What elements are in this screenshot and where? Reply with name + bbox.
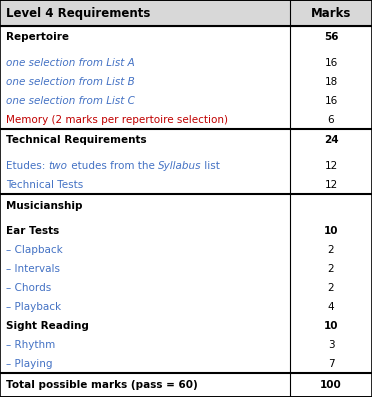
Text: Musicianship: Musicianship [6, 200, 83, 211]
Text: – Rhythm: – Rhythm [6, 340, 55, 350]
Text: 4: 4 [328, 302, 334, 312]
Text: Technical Tests: Technical Tests [6, 180, 83, 190]
Text: 7: 7 [328, 359, 334, 369]
Text: Sight Reading: Sight Reading [6, 321, 89, 331]
Text: Memory (2 marks per repertoire selection): Memory (2 marks per repertoire selection… [6, 115, 228, 125]
Polygon shape [0, 0, 372, 26]
Text: Repertoire: Repertoire [6, 32, 69, 42]
Text: etudes from the: etudes from the [68, 161, 158, 171]
Text: – Intervals: – Intervals [6, 264, 60, 274]
Text: one selection from List C: one selection from List C [6, 96, 135, 106]
Text: 56: 56 [324, 32, 338, 42]
Text: 6: 6 [328, 115, 334, 125]
Text: – Playing: – Playing [6, 359, 52, 369]
Text: one selection from List A: one selection from List A [6, 58, 135, 68]
Text: Etudes:: Etudes: [6, 161, 49, 171]
Text: 18: 18 [324, 77, 338, 87]
Text: Syllabus: Syllabus [158, 161, 201, 171]
Text: – Clapback: – Clapback [6, 245, 63, 255]
Text: 10: 10 [324, 321, 338, 331]
Text: one selection from List B: one selection from List B [6, 77, 135, 87]
Text: Ear Tests: Ear Tests [6, 226, 59, 236]
Text: 2: 2 [328, 264, 334, 274]
Text: – Playback: – Playback [6, 302, 61, 312]
Text: 16: 16 [324, 96, 338, 106]
Text: Level 4 Requirements: Level 4 Requirements [6, 6, 150, 19]
Text: Technical Requirements: Technical Requirements [6, 135, 147, 145]
Text: Marks: Marks [311, 6, 351, 19]
Text: 2: 2 [328, 245, 334, 255]
Text: 10: 10 [324, 226, 338, 236]
Text: – Chords: – Chords [6, 283, 51, 293]
Text: 16: 16 [324, 58, 338, 68]
Text: 2: 2 [328, 283, 334, 293]
Text: 3: 3 [328, 340, 334, 350]
Text: two: two [49, 161, 68, 171]
Text: 100: 100 [320, 380, 342, 390]
Text: 24: 24 [324, 135, 338, 145]
Text: 12: 12 [324, 161, 338, 171]
Text: 12: 12 [324, 180, 338, 190]
Text: list: list [201, 161, 220, 171]
Text: Total possible marks (pass = 60): Total possible marks (pass = 60) [6, 380, 198, 390]
